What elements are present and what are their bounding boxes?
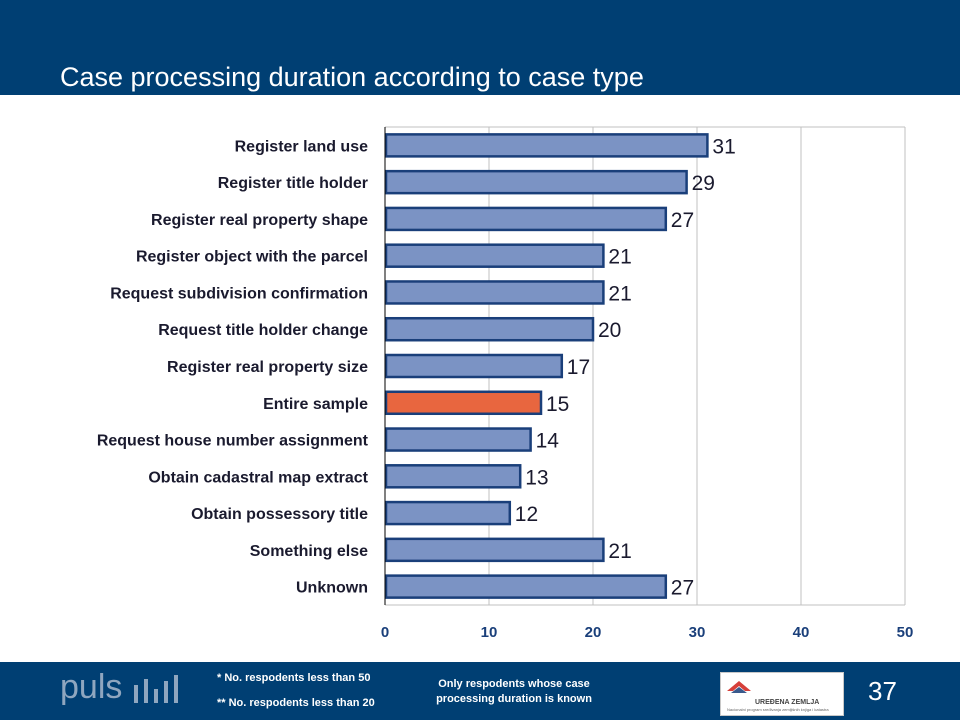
category-label: Request house number assignment	[97, 433, 369, 450]
bar	[384, 206, 668, 232]
page-title: Case processing duration according to ca…	[60, 62, 644, 92]
x-tick-label: 30	[689, 624, 706, 641]
data-label: 27	[671, 209, 694, 232]
page-number: 37	[868, 676, 897, 706]
data-label: 21	[608, 540, 631, 563]
bar	[384, 169, 688, 195]
bar	[384, 500, 512, 526]
data-label: 17	[567, 356, 590, 379]
brand-name: puls	[60, 668, 123, 706]
category-label: Register land use	[235, 138, 368, 155]
footnote-less-than-20: ** No. respodents less than 20	[217, 697, 375, 709]
x-tick-label: 0	[381, 624, 389, 641]
category-label: Register object with the parcel	[136, 249, 368, 266]
data-label: 20	[598, 319, 621, 342]
x-tick-label: 10	[481, 624, 498, 641]
x-tick-label: 50	[897, 624, 914, 641]
x-tick-label: 20	[585, 624, 602, 641]
bar-chart: Register land use 31 Register title holder…	[97, 126, 914, 641]
data-label: 21	[608, 282, 631, 305]
bar	[384, 574, 668, 599]
category-label: Unknown	[296, 580, 368, 597]
title-divider	[0, 95, 960, 97]
data-label: 13	[525, 466, 548, 489]
category-label: Obtain possessory title	[191, 506, 368, 523]
footnote-known-duration: Only respodents whose case processing du…	[436, 678, 592, 705]
bar	[384, 280, 605, 305]
bar	[384, 537, 605, 563]
data-label: 14	[536, 430, 560, 453]
bar-highlight	[384, 390, 543, 416]
category-label: Something else	[250, 543, 368, 560]
data-label: 31	[712, 135, 735, 158]
bar	[384, 316, 595, 342]
category-label: Request subdivision confirmation	[110, 285, 368, 302]
category-label: Request title holder change	[158, 322, 368, 339]
category-label: Register title holder	[218, 175, 368, 192]
data-label: 21	[608, 246, 631, 269]
category-label: Obtain cadastral map extract	[148, 469, 368, 486]
header-bar	[0, 0, 960, 95]
brand-logo: puls	[60, 668, 122, 707]
uredena-zemlja-logo: UREĐENA ZEMLJA Nacionalni program sređiv…	[720, 672, 844, 716]
brand-bars-icon	[134, 675, 178, 703]
bar	[384, 133, 709, 158]
category-label: Register real property size	[167, 359, 368, 376]
logo-mark-icon	[727, 681, 751, 693]
x-tick-label: 40	[793, 624, 810, 641]
data-label: 29	[692, 172, 715, 195]
bar	[384, 243, 605, 268]
bar	[384, 464, 522, 489]
bar	[384, 353, 564, 379]
data-label: 15	[546, 393, 569, 416]
bar	[384, 427, 532, 452]
category-label: Entire sample	[263, 396, 368, 413]
logo-subtext: Nacionalni program sređivanja zemljišnih…	[727, 707, 829, 712]
logo-text: UREĐENA ZEMLJA	[755, 699, 820, 706]
footnote-less-than-50: * No. respodents less than 50	[217, 672, 371, 684]
data-label: 12	[515, 503, 538, 526]
data-label: 27	[671, 577, 694, 600]
category-label: Register real property shape	[151, 212, 368, 229]
